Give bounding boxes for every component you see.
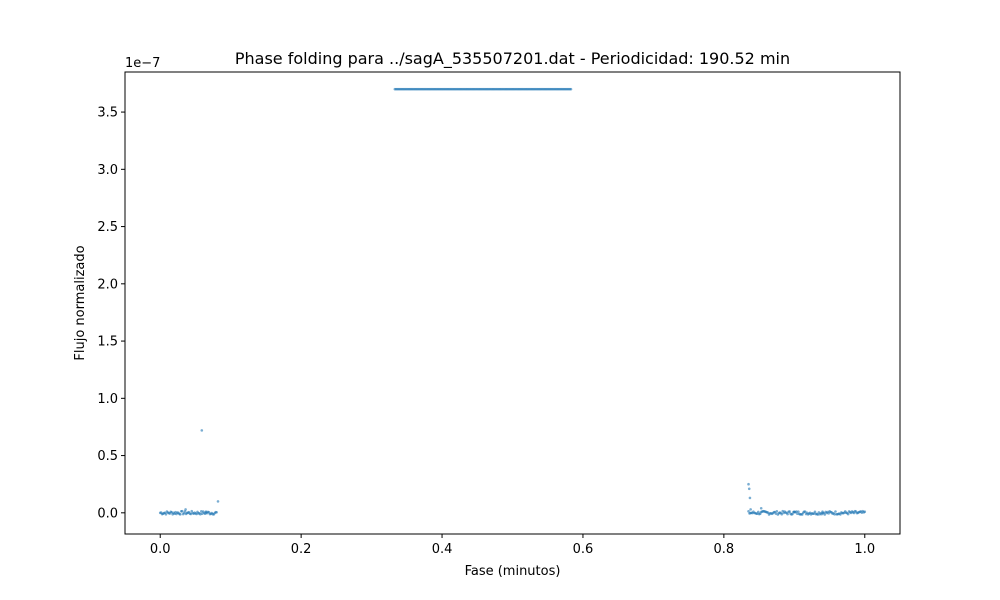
data-point bbox=[795, 510, 798, 513]
y-offset-label: 1e−7 bbox=[125, 56, 160, 71]
x-tick-label: 0.0 bbox=[150, 542, 171, 557]
data-point bbox=[747, 509, 750, 513]
data-points bbox=[158, 87, 867, 516]
data-point bbox=[215, 511, 218, 514]
data-point bbox=[797, 510, 800, 513]
data-point bbox=[748, 496, 752, 500]
data-point bbox=[775, 509, 779, 513]
data-point bbox=[833, 512, 836, 516]
y-tick-label: 1.0 bbox=[97, 392, 118, 407]
data-point bbox=[178, 513, 182, 516]
data-point bbox=[164, 512, 168, 516]
y-axis-label: Flujo normalizado bbox=[73, 245, 88, 360]
data-point bbox=[813, 510, 817, 514]
x-axis-label: Fase (minutos) bbox=[465, 564, 561, 579]
data-point bbox=[839, 513, 842, 516]
y-tick-label: 0.0 bbox=[97, 506, 118, 521]
data-point bbox=[821, 510, 824, 513]
data-point bbox=[200, 429, 204, 432]
data-point bbox=[846, 512, 850, 516]
data-point bbox=[204, 510, 208, 513]
x-tick-label: 0.6 bbox=[573, 542, 594, 557]
data-point bbox=[827, 512, 830, 515]
plot-area bbox=[124, 71, 901, 535]
y-tick-label: 3.0 bbox=[97, 163, 118, 178]
data-point bbox=[823, 513, 827, 516]
plot-frame bbox=[124, 71, 901, 535]
x-axis: 0.0 0.2 0.4 0.6 0.8 1.0 bbox=[150, 534, 875, 557]
x-tick-label: 0.2 bbox=[291, 542, 312, 557]
data-point bbox=[786, 512, 789, 516]
data-point bbox=[796, 512, 799, 516]
data-point bbox=[747, 482, 750, 486]
data-point bbox=[788, 510, 791, 513]
y-tick-label: 0.5 bbox=[97, 449, 118, 464]
data-point bbox=[774, 512, 778, 515]
data-point bbox=[184, 508, 187, 511]
data-point bbox=[834, 510, 837, 513]
data-point bbox=[747, 487, 751, 491]
data-point bbox=[569, 87, 573, 91]
y-tick-label: 2.0 bbox=[97, 277, 118, 292]
y-tick-label: 1.5 bbox=[97, 335, 118, 350]
data-point bbox=[863, 510, 867, 513]
data-point bbox=[803, 510, 807, 513]
y-tick-label: 2.5 bbox=[97, 220, 118, 235]
data-point bbox=[180, 509, 184, 513]
chart-title: Phase folding para ../sagA_535507201.dat… bbox=[235, 49, 790, 69]
data-point bbox=[759, 506, 763, 510]
y-tick-label: 3.5 bbox=[97, 106, 118, 121]
data-point bbox=[200, 510, 203, 513]
x-tick-label: 1.0 bbox=[854, 542, 875, 557]
data-point bbox=[756, 510, 760, 514]
data-point bbox=[793, 510, 796, 513]
x-tick-label: 0.4 bbox=[432, 542, 453, 557]
data-point bbox=[216, 500, 220, 503]
data-point bbox=[816, 513, 820, 516]
data-point bbox=[780, 512, 784, 516]
data-point bbox=[749, 508, 752, 511]
y-axis: 0.0 0.5 1.0 1.5 2.0 2.5 3.0 3.5 bbox=[97, 106, 125, 521]
x-tick-label: 0.8 bbox=[714, 542, 735, 557]
